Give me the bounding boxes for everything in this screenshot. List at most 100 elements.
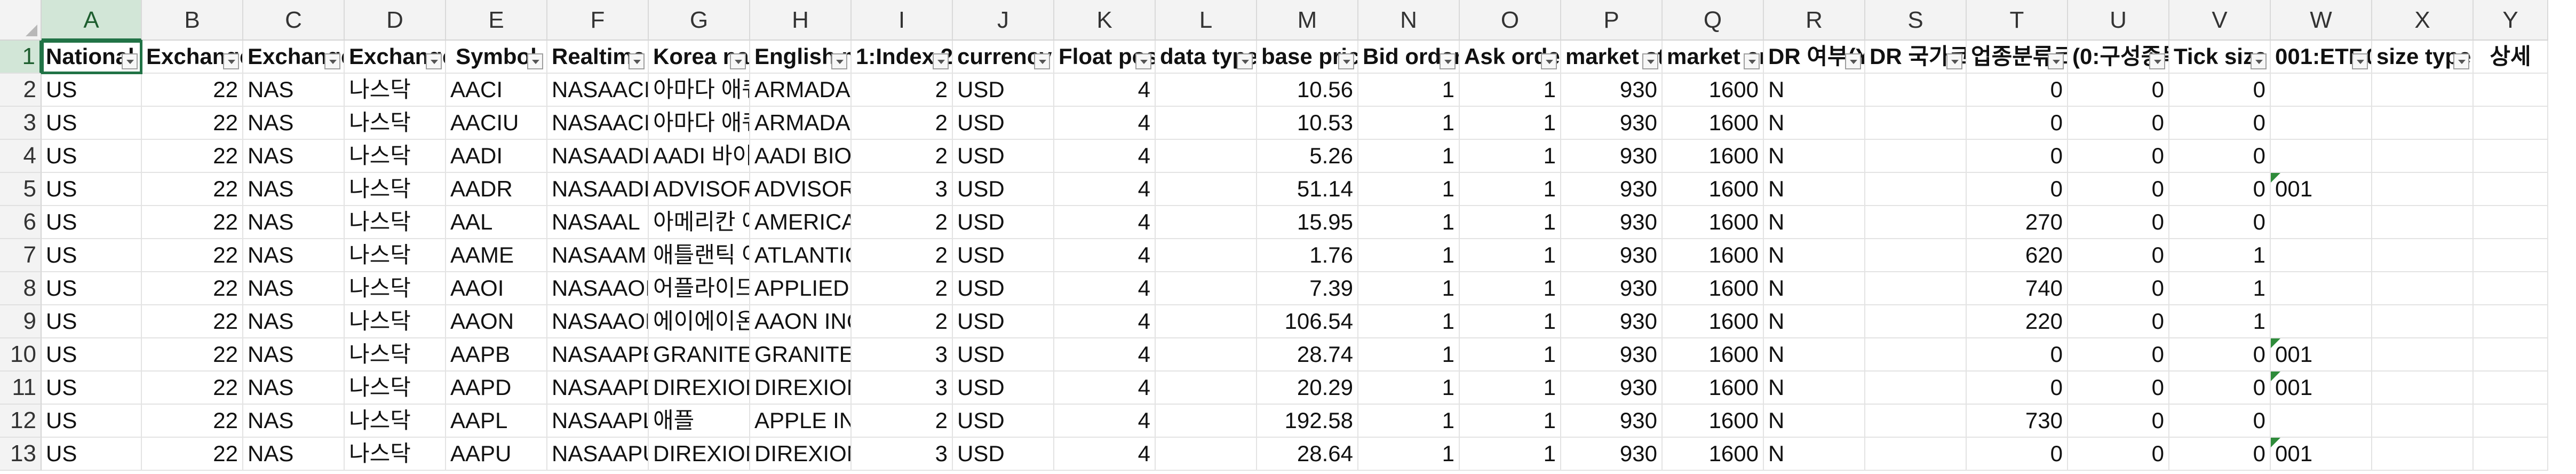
- table-cell[interactable]: 나스닥: [345, 405, 446, 438]
- table-cell[interactable]: DIREXION: [750, 372, 852, 405]
- table-cell[interactable]: NAS: [243, 338, 345, 372]
- table-cell[interactable]: [1865, 74, 1967, 107]
- table-cell[interactable]: [2271, 206, 2372, 239]
- table-cell[interactable]: 22: [142, 338, 243, 372]
- table-cell[interactable]: [1156, 107, 1257, 140]
- filter-dropdown-button[interactable]: [426, 53, 442, 69]
- header-cell-b[interactable]: Exchange ID: [142, 41, 243, 74]
- column-header-c[interactable]: C: [243, 0, 345, 41]
- table-cell[interactable]: NASAAOI: [547, 272, 649, 305]
- column-header-p[interactable]: P: [1561, 0, 1663, 41]
- table-cell[interactable]: 에이에이온: [649, 305, 750, 338]
- filter-dropdown-button[interactable]: [1237, 53, 1253, 69]
- table-cell[interactable]: 0: [1967, 74, 2068, 107]
- table-cell[interactable]: 1600: [1663, 372, 1764, 405]
- row-header-10[interactable]: 10: [0, 338, 42, 372]
- table-cell[interactable]: 0: [2169, 405, 2271, 438]
- table-cell[interactable]: 001: [2271, 338, 2372, 372]
- table-cell[interactable]: 001: [2271, 438, 2372, 471]
- table-cell[interactable]: 22: [142, 272, 243, 305]
- table-cell[interactable]: 1: [2169, 239, 2271, 272]
- table-cell[interactable]: 아메리칸 에어라인스: [649, 206, 750, 239]
- table-cell[interactable]: US: [42, 338, 142, 372]
- table-cell[interactable]: [1156, 173, 1257, 206]
- table-cell[interactable]: 270: [1967, 206, 2068, 239]
- table-cell[interactable]: N: [1764, 206, 1865, 239]
- table-cell[interactable]: 나스닥: [345, 338, 446, 372]
- table-cell[interactable]: USD: [953, 305, 1054, 338]
- header-cell-q[interactable]: market end time: [1663, 41, 1764, 74]
- table-cell[interactable]: 1600: [1663, 405, 1764, 438]
- table-cell[interactable]: 001: [2271, 372, 2372, 405]
- table-cell[interactable]: 1: [1460, 107, 1561, 140]
- table-cell[interactable]: 0: [2068, 140, 2169, 173]
- filter-dropdown-button[interactable]: [2149, 53, 2165, 69]
- table-cell[interactable]: 930: [1561, 305, 1663, 338]
- table-cell[interactable]: USD: [953, 372, 1054, 405]
- header-cell-v[interactable]: Tick size Type: [2169, 41, 2271, 74]
- table-cell[interactable]: AACIU: [446, 107, 547, 140]
- table-cell[interactable]: NASAAPL: [547, 405, 649, 438]
- table-cell[interactable]: 0: [2068, 272, 2169, 305]
- table-cell[interactable]: 930: [1561, 338, 1663, 372]
- table-cell[interactable]: 0: [2068, 107, 2169, 140]
- table-cell[interactable]: 0: [1967, 372, 2068, 405]
- table-cell[interactable]: AMERICAN AIRLINES: [750, 206, 852, 239]
- filter-dropdown-button[interactable]: [1034, 53, 1050, 69]
- table-cell[interactable]: [1865, 438, 1967, 471]
- header-cell-g[interactable]: Korea name: [649, 41, 750, 74]
- table-cell[interactable]: 1: [1358, 305, 1460, 338]
- header-cell-t[interactable]: 업종분류코드: [1967, 41, 2068, 74]
- header-cell-i[interactable]: 1:Index,2:Stock: [852, 41, 953, 74]
- table-cell[interactable]: 2: [852, 74, 953, 107]
- table-cell[interactable]: 0: [2068, 74, 2169, 107]
- table-cell[interactable]: NAS: [243, 239, 345, 272]
- table-cell[interactable]: 0: [1967, 438, 2068, 471]
- select-all-button[interactable]: [0, 0, 42, 41]
- table-cell[interactable]: [1156, 405, 1257, 438]
- table-cell[interactable]: 4: [1054, 239, 1156, 272]
- table-cell[interactable]: 730: [1967, 405, 2068, 438]
- table-cell[interactable]: AAON: [446, 305, 547, 338]
- table-cell[interactable]: N: [1764, 74, 1865, 107]
- table-cell[interactable]: [2372, 305, 2474, 338]
- table-cell[interactable]: 어플라이드 옵토: [649, 272, 750, 305]
- table-cell[interactable]: US: [42, 405, 142, 438]
- column-header-e[interactable]: E: [446, 0, 547, 41]
- row-header-2[interactable]: 2: [0, 74, 42, 107]
- table-cell[interactable]: 22: [142, 140, 243, 173]
- table-cell[interactable]: ARMADA ACQUISITION CORP: [750, 74, 852, 107]
- table-cell[interactable]: 0: [2169, 173, 2271, 206]
- table-cell[interactable]: 0: [1967, 140, 2068, 173]
- table-cell[interactable]: 930: [1561, 272, 1663, 305]
- row-header-5[interactable]: 5: [0, 173, 42, 206]
- table-cell[interactable]: 1600: [1663, 438, 1764, 471]
- table-cell[interactable]: 1: [1460, 338, 1561, 372]
- table-cell[interactable]: NASAACIU: [547, 107, 649, 140]
- table-cell[interactable]: 106.54: [1257, 305, 1358, 338]
- table-cell[interactable]: [2372, 272, 2474, 305]
- column-header-b[interactable]: B: [142, 0, 243, 41]
- table-cell[interactable]: 1600: [1663, 173, 1764, 206]
- header-cell-o[interactable]: Ask order size: [1460, 41, 1561, 74]
- table-cell[interactable]: N: [1764, 107, 1865, 140]
- column-header-r[interactable]: R: [1764, 0, 1865, 41]
- table-cell[interactable]: [2474, 372, 2548, 405]
- table-cell[interactable]: 1: [1460, 74, 1561, 107]
- column-header-w[interactable]: W: [2271, 0, 2372, 41]
- table-cell[interactable]: AAL: [446, 206, 547, 239]
- table-cell[interactable]: 1600: [1663, 338, 1764, 372]
- table-cell[interactable]: 3: [852, 438, 953, 471]
- table-cell[interactable]: [2372, 405, 2474, 438]
- header-cell-c[interactable]: Exchange code: [243, 41, 345, 74]
- table-cell[interactable]: USD: [953, 206, 1054, 239]
- table-cell[interactable]: ADVISORSHARES: [649, 173, 750, 206]
- table-cell[interactable]: [2271, 272, 2372, 305]
- filter-dropdown-button[interactable]: [122, 53, 138, 69]
- header-cell-y[interactable]: 상세: [2474, 41, 2548, 74]
- table-cell[interactable]: [1865, 140, 1967, 173]
- table-cell[interactable]: 22: [142, 206, 243, 239]
- table-cell[interactable]: USD: [953, 239, 1054, 272]
- table-cell[interactable]: [2474, 140, 2548, 173]
- table-cell[interactable]: 22: [142, 74, 243, 107]
